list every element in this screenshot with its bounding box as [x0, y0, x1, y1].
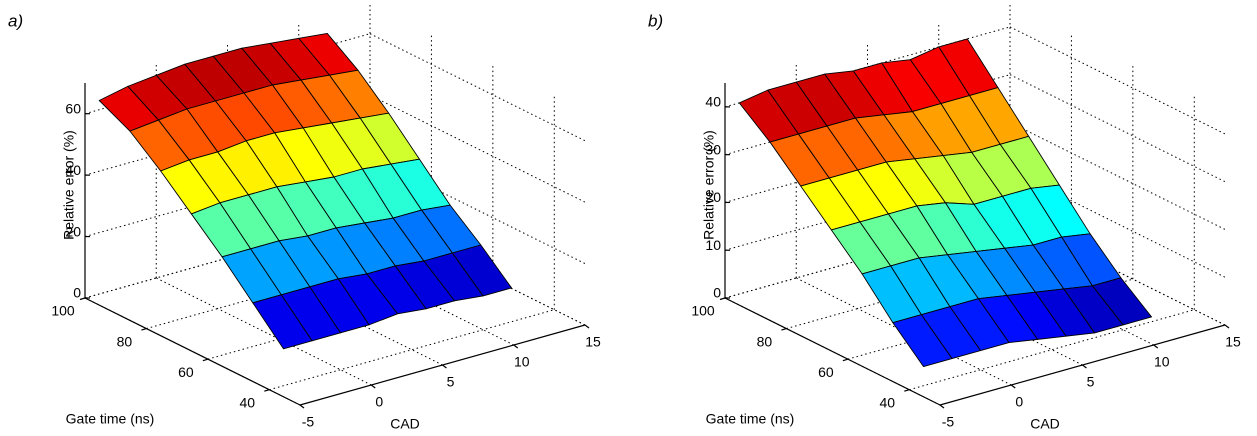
y-tick-label: 100 — [51, 303, 75, 319]
y-tick — [79, 297, 86, 301]
surface-cell — [892, 314, 953, 368]
x-tick — [939, 404, 945, 409]
z-axis-label: Relative error (%) — [701, 130, 717, 240]
y-tick-label: 60 — [818, 364, 834, 380]
x-tick-label: 5 — [447, 374, 455, 390]
x-tick-label: 10 — [514, 354, 530, 370]
x-tick — [513, 344, 519, 349]
y-tick — [781, 327, 787, 331]
z-tick-label: 40 — [705, 94, 721, 110]
y-axis-label: Gate time (ns) — [66, 411, 155, 427]
y-tick-label: 80 — [117, 333, 133, 349]
z-tick-label: 40 — [65, 162, 81, 178]
z-tick-label: 30 — [705, 141, 721, 157]
x-tick-label: -5 — [942, 414, 955, 430]
y-tick-label: 100 — [691, 303, 715, 319]
x-tick — [584, 324, 590, 329]
z-axis-label: Relative error (%) — [61, 130, 77, 240]
y-axis — [84, 297, 301, 406]
grid-line — [369, 33, 586, 142]
x-tick-label: 15 — [1225, 334, 1241, 350]
x-tick — [1010, 384, 1016, 389]
y-tick-label: 60 — [178, 364, 194, 380]
x-tick-label: 10 — [1154, 354, 1170, 370]
x-tick-label: -5 — [302, 414, 315, 430]
x-tick-label: 5 — [1087, 374, 1095, 390]
z-tick-label: 10 — [705, 237, 721, 253]
x-tick-label: 15 — [585, 334, 601, 350]
x-tick — [370, 384, 376, 389]
z-tick-label: 0 — [73, 285, 81, 301]
surface-cell — [252, 294, 313, 350]
x-axis-label: CAD — [390, 416, 420, 432]
x-tick — [1153, 344, 1159, 349]
y-tick — [842, 358, 849, 362]
y-tick — [141, 327, 147, 331]
y-tick — [719, 297, 726, 301]
y-tick-label: 40 — [239, 394, 255, 410]
x-axis-label: CAD — [1030, 416, 1060, 432]
y-axis — [724, 297, 941, 406]
y-tick-label: 40 — [879, 394, 895, 410]
x-tick — [299, 404, 305, 409]
z-tick-label: 0 — [713, 285, 721, 301]
x-tick-label: 0 — [375, 394, 383, 410]
panel-label: a) — [8, 11, 23, 30]
x-tick — [442, 364, 447, 369]
x-tick-label: 0 — [1015, 394, 1023, 410]
grid-line — [1009, 26, 1226, 135]
z-tick-label: 20 — [65, 223, 81, 239]
y-tick — [264, 389, 270, 392]
z-tick-label: 60 — [65, 100, 81, 116]
panel-label: b) — [648, 11, 663, 30]
y-tick — [202, 358, 209, 362]
y-tick-label: 80 — [757, 333, 773, 349]
x-tick — [1224, 324, 1230, 329]
y-axis-label: Gate time (ns) — [706, 411, 795, 427]
z-tick-label: 20 — [705, 189, 721, 205]
x-tick — [1082, 364, 1087, 369]
y-tick — [904, 389, 910, 392]
